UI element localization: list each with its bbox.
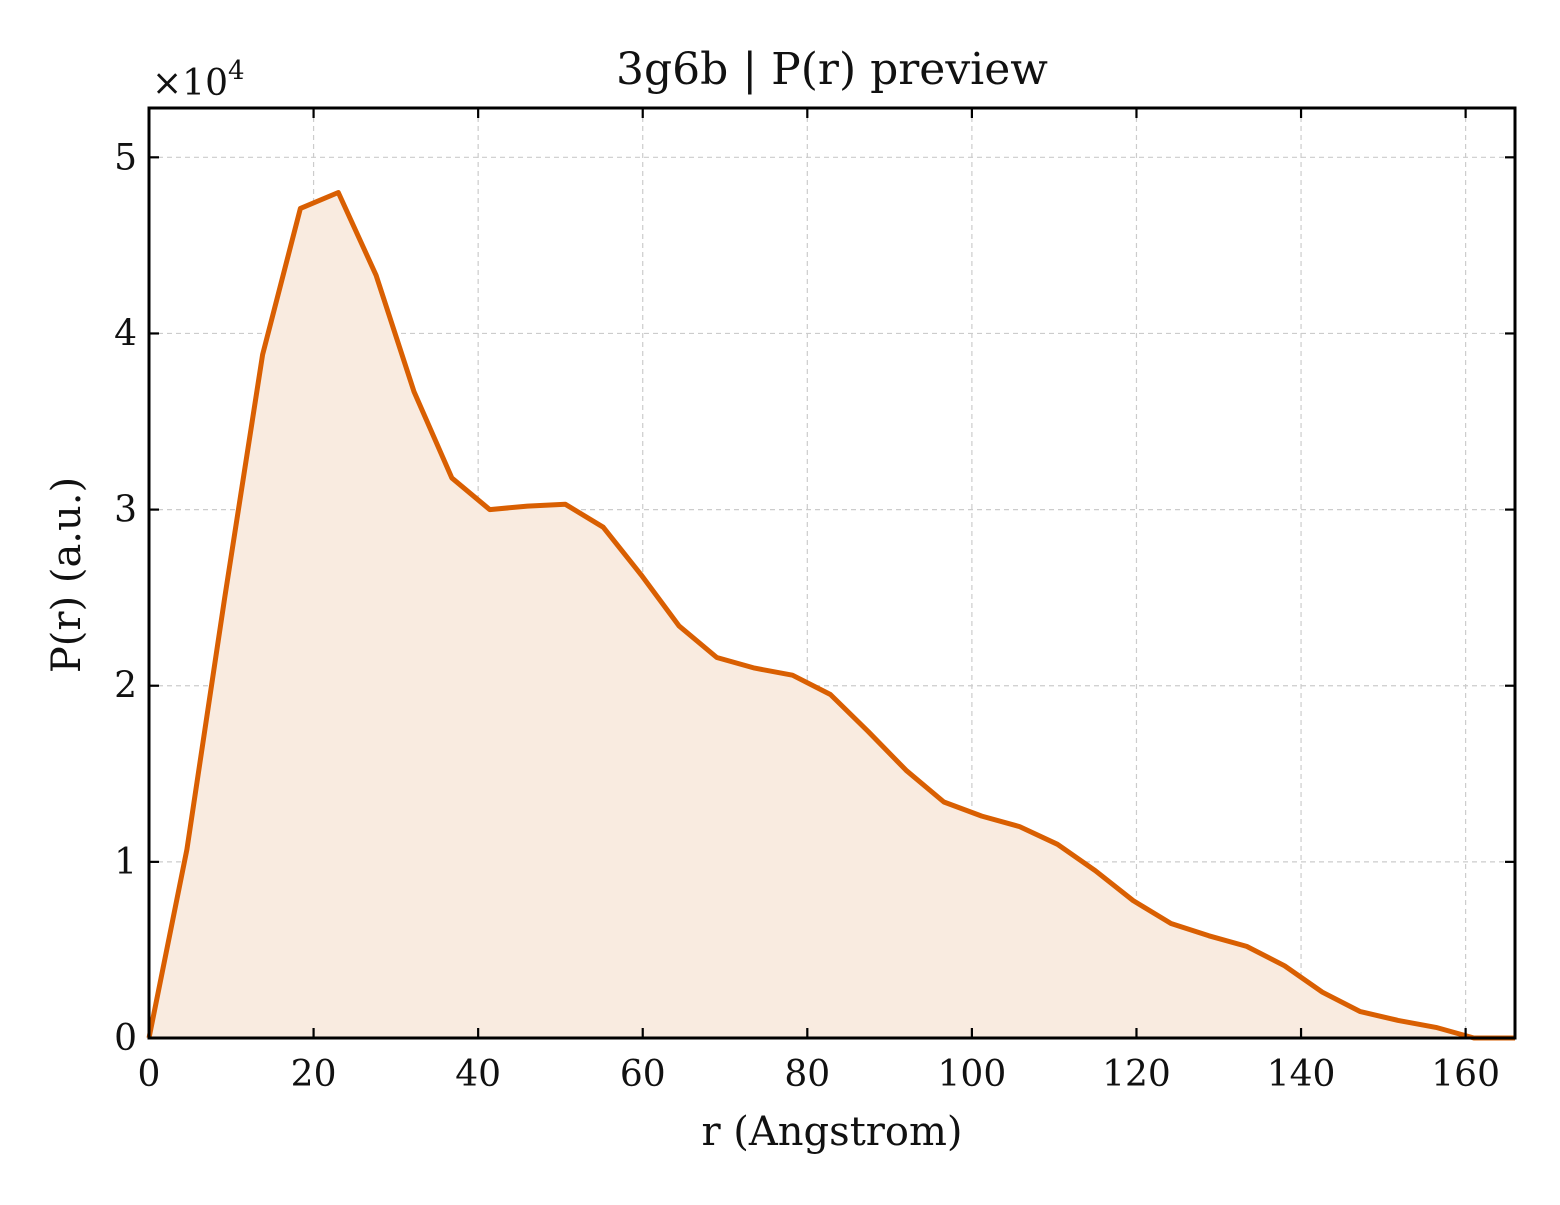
- y-tick-labels: 0 1 2 3 4 5: [114, 137, 137, 1059]
- x-tick-label: 80: [784, 1054, 830, 1095]
- y-tick-label: 2: [114, 666, 137, 707]
- x-tick-labels: 0 20 40 60 80 100 120 140 160: [138, 1054, 1500, 1095]
- x-tick-label: 160: [1431, 1054, 1500, 1095]
- y-tick-label: 0: [114, 1018, 137, 1059]
- y-axis-label: P(r) (a.u.): [44, 477, 90, 673]
- series-area-fill: [149, 192, 1515, 1038]
- tick-marks: [147, 108, 1515, 1040]
- chart-title: 3g6b | P(r) preview: [616, 44, 1048, 95]
- x-axis-label: r (Angstrom): [701, 1109, 962, 1155]
- y-multiplier-base: ×10: [152, 63, 228, 104]
- y-tick-label: 5: [114, 137, 137, 178]
- y-tick-label: 3: [114, 490, 137, 531]
- x-tick-label: 20: [291, 1054, 337, 1095]
- x-tick-label: 140: [1267, 1054, 1336, 1095]
- x-tick-label: 100: [938, 1054, 1007, 1095]
- y-tick-label: 4: [114, 313, 137, 354]
- x-tick-label: 60: [620, 1054, 666, 1095]
- series-line: [146, 190, 1515, 1041]
- plot-frame: [147, 106, 1517, 1040]
- x-tick-label: 120: [1102, 1054, 1171, 1095]
- x-tick-label: 0: [138, 1054, 161, 1095]
- y-multiplier: ×104: [152, 56, 245, 104]
- y-multiplier-exponent: 4: [228, 56, 245, 86]
- x-tick-label: 40: [455, 1054, 501, 1095]
- y-tick-label: 1: [114, 842, 137, 883]
